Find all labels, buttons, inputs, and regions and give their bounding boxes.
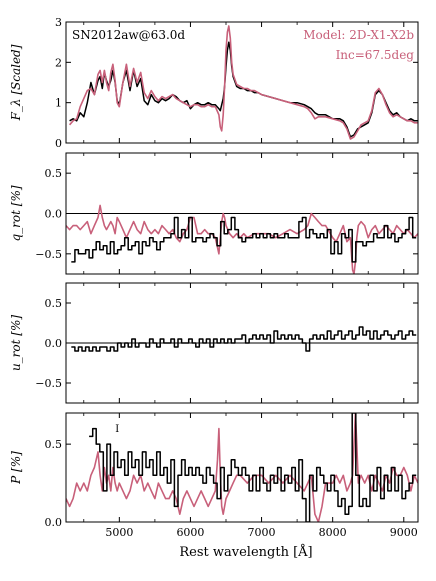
panel-q-rot-y-axis-label: q_rot [%] bbox=[9, 185, 23, 241]
x-tick-label: 6000 bbox=[176, 526, 204, 539]
x-tick-label: 9000 bbox=[390, 526, 418, 539]
panel-p-y-axis-label: P [%] bbox=[9, 451, 23, 485]
model-name-label: Model: 2D-X1-X2b bbox=[303, 28, 414, 42]
y-tick-label: 0.0 bbox=[45, 208, 63, 221]
panel-p: 5000 6000 7000 8000 9000 0.0 0.5 P [%] I bbox=[9, 412, 419, 539]
y-tick-label: 0.5 bbox=[45, 297, 63, 310]
panel-u-rot-y-axis-label: u_rot [%] bbox=[9, 315, 23, 371]
object-epoch-label: SN2012aw@63.0d bbox=[72, 28, 185, 42]
panels: 0 1 2 3 F_λ [Scaled] SN2012aw@63.0d Model: 2D-… bbox=[9, 16, 419, 539]
panel-p-observed-line bbox=[89, 413, 417, 522]
y-tick-label: 0.0 bbox=[45, 516, 63, 529]
x-tick-label: 5000 bbox=[105, 526, 133, 539]
panel-flux: 0 1 2 3 F_λ [Scaled] SN2012aw@63.0d Model: 2D-… bbox=[9, 16, 419, 150]
panel-p-frame bbox=[65, 412, 419, 523]
y-tick-label: −0.5 bbox=[35, 377, 62, 390]
y-tick-label: 0.0 bbox=[45, 337, 63, 350]
y-tick-label: 0.5 bbox=[45, 438, 63, 451]
y-tick-label: 3 bbox=[55, 16, 62, 29]
x-tick-label: 7000 bbox=[248, 526, 276, 539]
panel-flux-model-line bbox=[68, 25, 418, 140]
panel-flux-frame bbox=[65, 21, 419, 144]
panel-u-rot-observed-line bbox=[71, 326, 417, 352]
x-tick-label: 8000 bbox=[319, 526, 347, 539]
panel-u-rot: −0.5 0.0 0.5 u_rot [%] bbox=[9, 282, 419, 404]
y-tick-label: 1 bbox=[55, 97, 62, 110]
panel-q-rot: −0.5 0.0 0.5 q_rot [%] bbox=[9, 152, 419, 275]
y-tick-label: 0.5 bbox=[45, 167, 63, 180]
inclination-label: Inc=67.5deg bbox=[336, 48, 415, 62]
panel-q-rot-observed-line bbox=[71, 216, 417, 263]
y-tick-label: 0 bbox=[55, 137, 62, 150]
panel-flux-y-axis-label: F_λ [Scaled] bbox=[9, 44, 23, 121]
error-bar-marker: I bbox=[115, 424, 119, 435]
x-axis-label: Rest wavelength [Å] bbox=[179, 544, 312, 560]
y-tick-label: −0.5 bbox=[35, 248, 62, 261]
panel-q-rot-model-line bbox=[66, 204, 418, 274]
y-tick-label: 2 bbox=[55, 56, 62, 69]
